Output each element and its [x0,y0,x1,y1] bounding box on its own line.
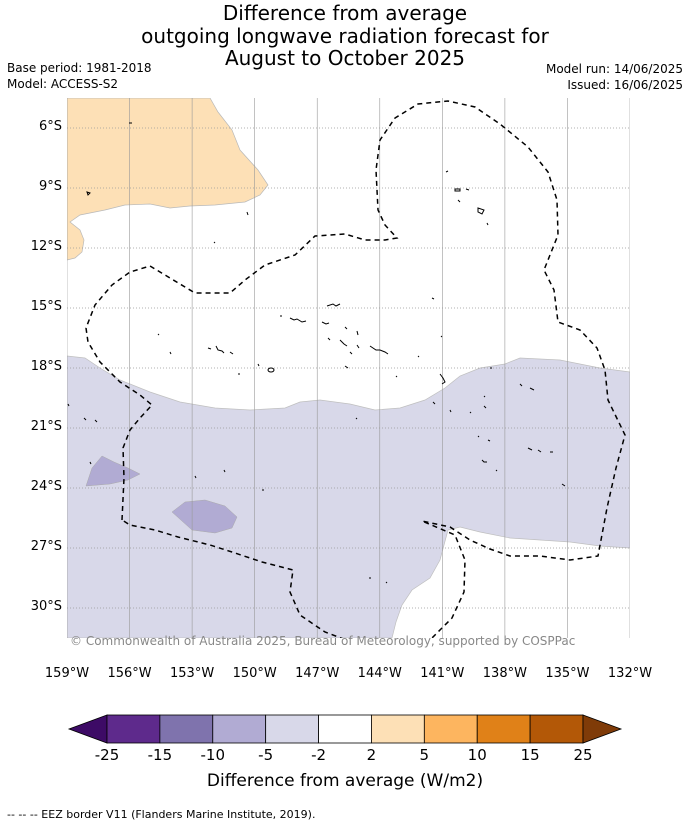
colorbar-tick-label: -10 [200,746,226,764]
copyright-text: © Commonwealth of Australia 2025, Bureau… [70,634,576,648]
colorbar-tick-label: 10 [467,746,487,764]
map-title: Difference from average outgoing longwav… [0,2,690,70]
longitude-tick-label: 153°W [170,666,215,681]
anomaly-strong-negative-central [171,499,238,534]
title-line-2: outgoing longwave radiation forecast for [141,23,549,48]
latitude-tick-label: 6°S [38,119,62,134]
longitude-tick-label: 132°W [607,666,653,681]
latitude-tick-label: 21°S [30,419,62,434]
colorbar-tick-label: 2 [366,746,377,764]
longitude-tick-label: 138°W [482,666,527,681]
title-line-3: August to October 2025 [224,46,466,70]
model-name: Model: ACCESS-S2 [7,77,119,91]
anomaly-strong-negative-west [85,455,141,487]
colorbar-title: Difference from average (W/m2) [206,771,484,791]
longitude-tick-label: 159°W [44,666,90,681]
colorbar-extend-high [582,714,623,744]
latitude-tick-label: 24°S [30,479,62,494]
colorbar-tick-label: -5 [258,746,274,764]
latitude-tick-label: 30°S [30,599,62,614]
colorbar-bin [159,714,214,744]
latitude-tick-label: 12°S [30,239,62,254]
colorbar-bin [423,714,478,744]
base-period: Base period: 1981-2018 [7,61,152,75]
latitude-tick-label: 18°S [30,359,62,374]
colorbar-tick-label: 5 [419,746,430,764]
colorbar-bin [318,714,372,744]
colorbar-bin [476,714,531,744]
longitude-tick-label: 141°W [420,666,465,681]
colorbar-bin [106,714,161,744]
meta-left: Base period: 1981-2018 Model: ACCESS-S2 [7,60,152,92]
longitude-tick-label: 150°W [232,666,277,681]
colorbar-bin [371,714,425,744]
colorbar-bin [212,714,267,744]
colorbar-tick-label: 15 [520,746,540,764]
title-line-1: Difference from average [222,1,468,25]
colorbar-tick-label: -2 [311,746,327,764]
longitude-tick-label: 135°W [545,666,590,681]
colorbar-tick-label: -25 [94,746,120,764]
colorbar-extend-low [67,714,108,744]
latitude-tick-label: 9°S [38,179,62,194]
colorbar-bin [529,714,584,744]
anomaly-positive-region [67,98,269,261]
eez-footnote: -- -- -- EEZ border V11 (Flanders Marine… [7,808,316,821]
anomaly-negative-region [67,355,630,638]
meta-right: Model run: 14/06/2025 Issued: 16/06/2025 [546,61,683,93]
colorbar-tick-label: 25 [573,746,593,764]
colorbar [67,714,623,744]
longitude-tick-label: 144°W [357,666,402,681]
colorbar-bin [265,714,319,744]
longitude-tick-label: 156°W [107,666,152,681]
latitude-tick-label: 27°S [30,539,62,554]
model-run: Model run: 14/06/2025 [545,62,683,76]
gridlines [67,98,630,638]
latitude-tick-label: 15°S [30,299,62,314]
islands [67,122,566,584]
issued-date: Issued: 16/06/2025 [567,78,683,92]
colorbar-tick-label: -15 [147,746,173,764]
longitude-tick-label: 147°W [295,666,340,681]
eez-border [85,100,626,638]
